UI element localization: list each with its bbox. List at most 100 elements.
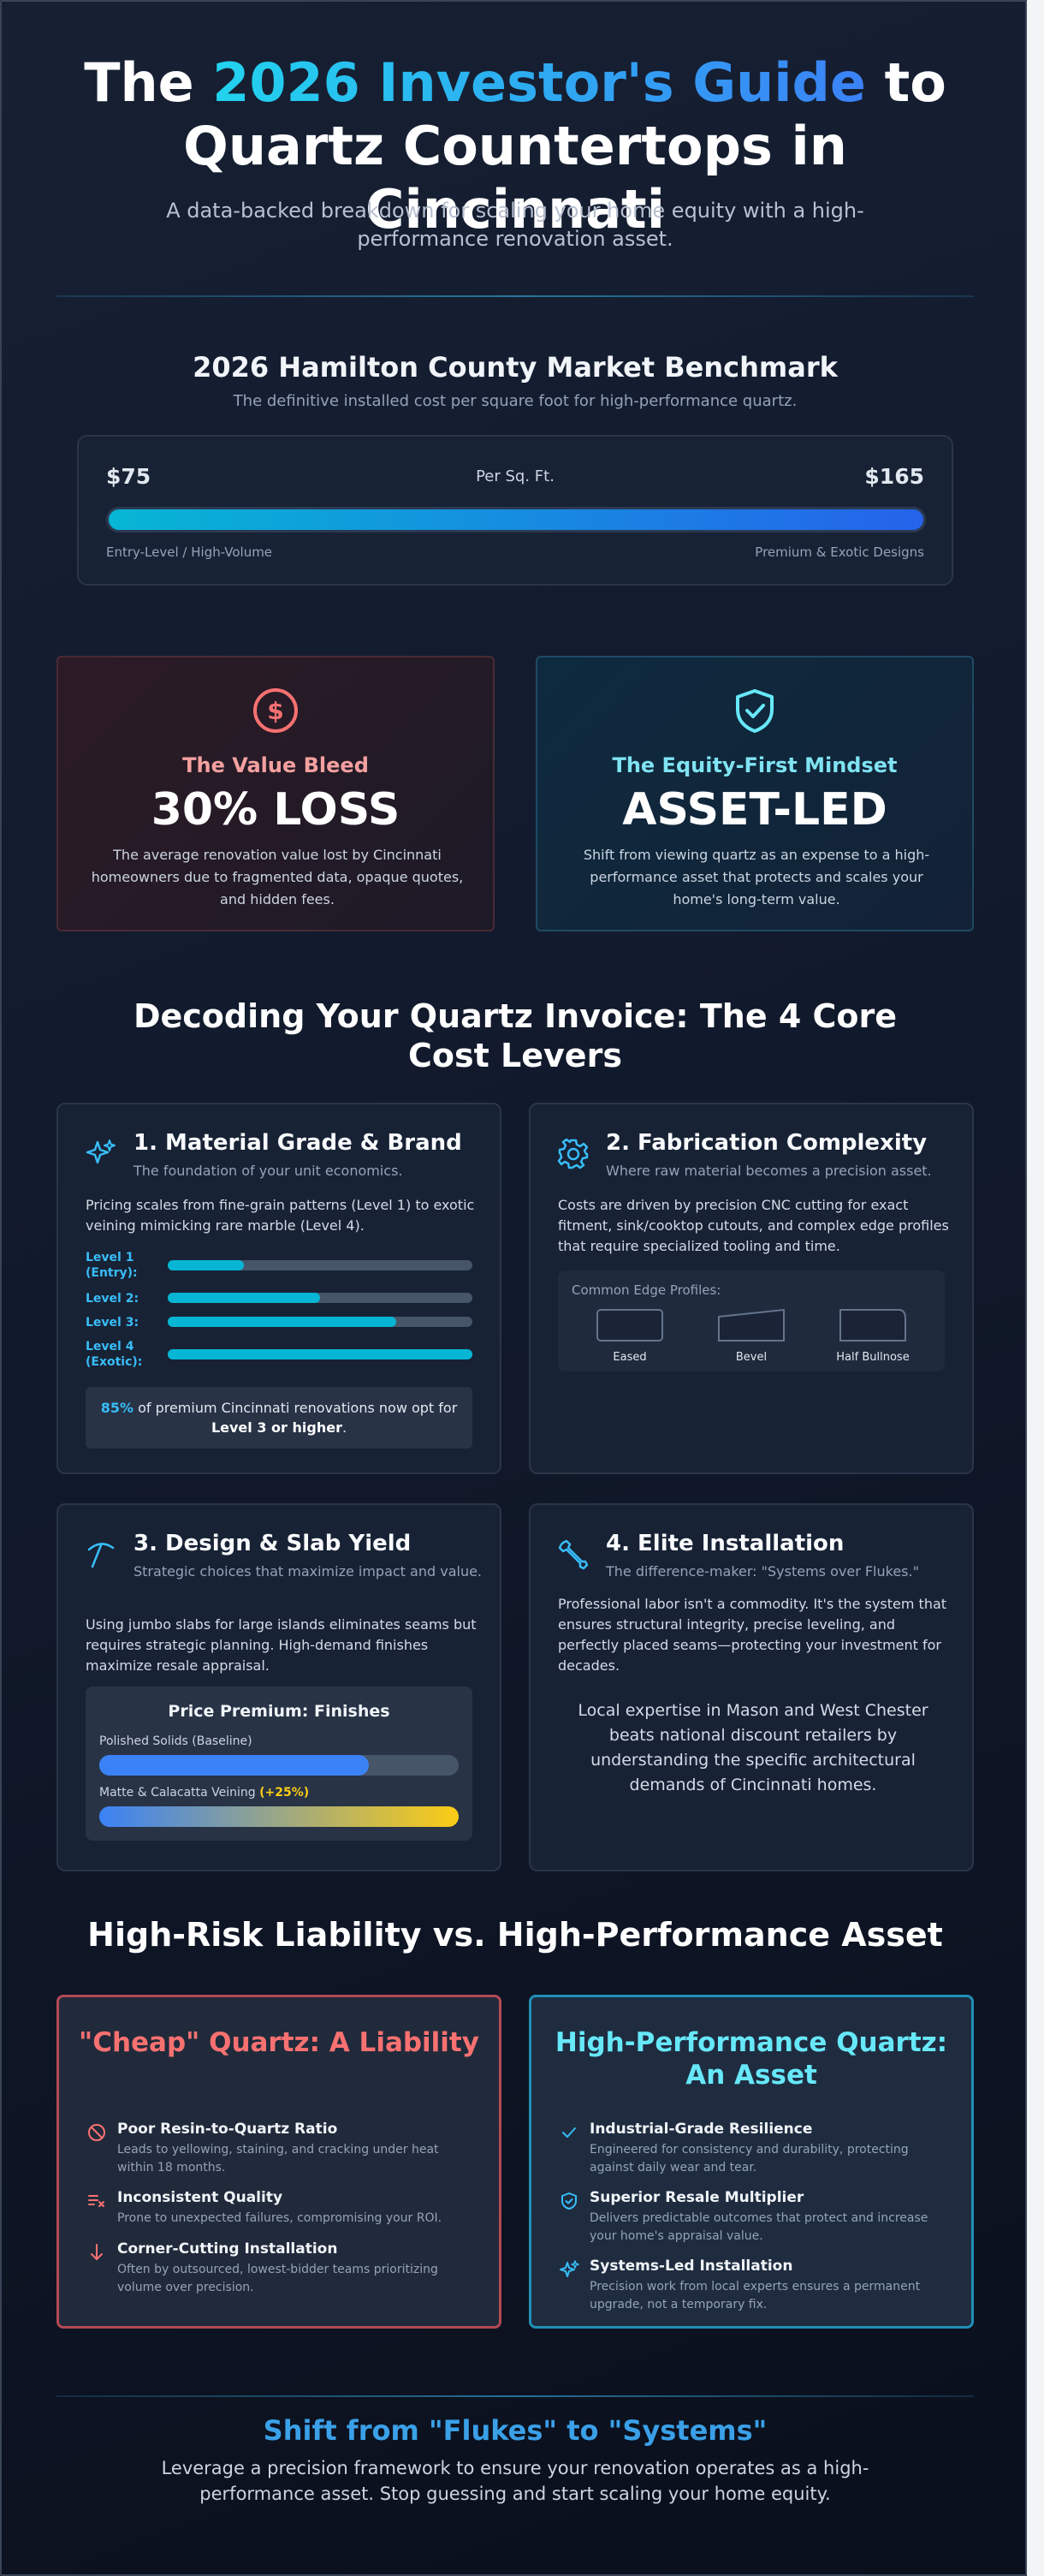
perf-item-1-title: Industrial-Grade Resilience xyxy=(590,2121,813,2138)
benchmark-high-label: Premium & Exotic Designs xyxy=(755,544,924,560)
finish-baseline-label: Polished Solids (Baseline) xyxy=(99,1734,252,1748)
pickaxe-icon xyxy=(87,1543,115,1568)
cheap-item-1-title: Poor Resin-to-Quartz Ratio xyxy=(117,2121,338,2138)
installation-quote: Local expertise in Mason and West Cheste… xyxy=(578,1701,928,1794)
finish-premium-text: Matte & Calacatta Veining xyxy=(99,1786,260,1800)
sparkles-icon xyxy=(86,1139,116,1164)
material-stat-text: of premium Cincinnati renovations now op… xyxy=(133,1400,458,1416)
level-4-label: Level 4 (Exotic): xyxy=(86,1340,143,1369)
level-4-fill xyxy=(168,1349,472,1359)
level-4-bar xyxy=(168,1349,472,1359)
lever-installation-subtitle: The difference-maker: "Systems over Fluk… xyxy=(606,1563,919,1580)
cheap-item-3-title: Corner-Cutting Installation xyxy=(117,2240,338,2258)
wrench-icon xyxy=(558,1539,589,1570)
perf-item-3-title: Systems-Led Installation xyxy=(590,2258,793,2275)
sparkles-icon xyxy=(560,2260,579,2277)
level-2-fill xyxy=(168,1293,320,1303)
lever-fabrication-body: Costs are driven by precision CNC cuttin… xyxy=(558,1197,949,1254)
hero-title-prefix: The xyxy=(84,51,213,114)
benchmark-title: 2026 Hamilton County Market Benchmark xyxy=(193,351,838,384)
eased-edge-shape xyxy=(596,1309,663,1342)
lever-card-fabrication: 2. Fabrication Complexity Where raw mate… xyxy=(529,1103,974,1474)
svg-text:$: $ xyxy=(267,697,283,725)
level-2-label: Level 2: xyxy=(86,1292,139,1306)
cheap-quartz-heading: "Cheap" Quartz: A Liability xyxy=(79,2027,479,2058)
level-3-fill xyxy=(168,1317,396,1327)
benchmark-unit: Per Sq. Ft. xyxy=(476,467,555,485)
level-1-fill xyxy=(168,1260,244,1270)
performance-quartz-heading: High-Performance Quartz: An Asset xyxy=(555,2027,948,2091)
finish-premium-box: Price Premium: Finishes Polished Solids … xyxy=(86,1687,472,1841)
divider xyxy=(56,2395,974,2397)
edge-profile-half-bullnose: Half Bullnose xyxy=(830,1308,916,1364)
level-1-label: Level 1 (Entry): xyxy=(86,1251,138,1280)
lever-card-installation: 4. Elite Installation The difference-mak… xyxy=(529,1503,974,1871)
level-2-bar xyxy=(168,1293,472,1303)
lever-installation-title: 4. Elite Installation xyxy=(606,1531,845,1556)
level-3-bar xyxy=(168,1317,472,1327)
benchmark-subtitle: The definitive installed cost per square… xyxy=(233,392,798,410)
benchmark-low-price: $75 xyxy=(106,464,151,489)
page-edge xyxy=(1027,0,1044,2576)
benchmark-high-price: $165 xyxy=(864,464,924,489)
edge-profiles-box: Common Edge Profiles: Eased Bevel Half B… xyxy=(558,1270,945,1371)
finish-premium-title: Price Premium: Finishes xyxy=(168,1702,390,1721)
equity-heading: The Equity-First Mindset xyxy=(612,753,898,777)
perf-item-2-title: Superior Resale Multiplier xyxy=(590,2189,804,2206)
value-bleed-card: $ The Value Bleed 30% LOSS The average r… xyxy=(56,656,495,931)
half-bullnose-edge-shape xyxy=(839,1309,906,1342)
cheap-item-3-desc: Often by outsourced, lowest-bidder teams… xyxy=(117,2263,438,2294)
shield-check-icon xyxy=(537,687,972,735)
cheap-item-2-desc: Prone to unexpected failures, compromisi… xyxy=(117,2211,442,2225)
finish-matte-bar xyxy=(99,1806,459,1827)
benchmark-low-label: Entry-Level / High-Volume xyxy=(106,544,273,560)
shield-check-icon xyxy=(561,2192,577,2210)
perf-item-2-desc: Delivers predictable outcomes that prote… xyxy=(590,2211,928,2243)
divider xyxy=(56,295,974,297)
perf-item-1-desc: Engineered for consistency and durabilit… xyxy=(590,2143,909,2174)
lever-material-subtitle: The foundation of your unit economics. xyxy=(133,1163,403,1179)
equity-figure: ASSET-LED xyxy=(622,784,887,836)
finish-baseline-bar xyxy=(99,1755,459,1776)
benchmark-range-fill xyxy=(109,509,923,530)
edge-profile-eased: Eased xyxy=(587,1308,673,1364)
hero-subtitle: A data-backed breakdown for scaling your… xyxy=(166,199,864,251)
bevel-edge-shape xyxy=(718,1308,785,1342)
lever-design-body: Using jumbo slabs for large islands elim… xyxy=(86,1616,477,1674)
footer-subtitle: Leverage a precision framework to ensure… xyxy=(161,2458,869,2504)
lever-design-title: 3. Design & Slab Yield xyxy=(133,1531,412,1556)
finish-premium-percent: (+25%) xyxy=(259,1786,310,1800)
hero-title: The 2026 Investor's Guide to Quartz Coun… xyxy=(36,51,994,241)
decoding-title: Decoding Your Quartz Invoice: The 4 Core… xyxy=(133,997,898,1074)
benchmark-range-bar xyxy=(106,507,926,532)
edge-profiles-title: Common Edge Profiles: xyxy=(572,1282,721,1298)
arrow-down-icon xyxy=(91,2244,103,2260)
level-1-bar xyxy=(168,1260,472,1270)
finish-matte-fill xyxy=(99,1806,459,1827)
equity-text: Shift from viewing quartz as an expense … xyxy=(583,847,930,907)
lever-fabrication-title: 2. Fabrication Complexity xyxy=(606,1130,928,1156)
material-stat-box: 85% of premium Cincinnati renovations no… xyxy=(86,1387,472,1449)
check-icon xyxy=(562,2127,576,2138)
edge-eased-label: Eased xyxy=(613,1351,647,1364)
hero-title-highlight: 2026 Investor's Guide xyxy=(212,51,866,114)
list-x-icon xyxy=(88,2195,104,2207)
edge-half-bullnose-label: Half Bullnose xyxy=(836,1351,910,1364)
dollar-coin-icon: $ xyxy=(58,687,493,735)
value-bleed-heading: The Value Bleed xyxy=(182,753,369,777)
footer-title: Shift from "Flukes" to "Systems" xyxy=(263,2414,768,2447)
benchmark-card: $75 Per Sq. Ft. $165 Entry-Level / High-… xyxy=(77,435,953,586)
finish-baseline-text: Polished Solids (Baseline) xyxy=(99,1734,252,1748)
cheap-item-2-title: Inconsistent Quality xyxy=(117,2189,283,2206)
edge-bevel-label: Bevel xyxy=(735,1351,768,1364)
material-stat-bold: Level 3 or higher xyxy=(211,1419,342,1436)
lever-fabrication-subtitle: Where raw material becomes a precision a… xyxy=(606,1163,932,1179)
level-3-label: Level 3: xyxy=(86,1316,139,1330)
lever-material-body: Pricing scales from fine-grain patterns … xyxy=(86,1197,475,1234)
value-bleed-figure: 30% LOSS xyxy=(151,784,400,836)
lever-card-material: 1. Material Grade & Brand The foundation… xyxy=(56,1103,501,1474)
performance-quartz-card: High-Performance Quartz: An Asset Indust… xyxy=(529,1995,974,2329)
equity-mindset-card: The Equity-First Mindset ASSET-LED Shift… xyxy=(536,656,974,931)
gear-icon xyxy=(557,1138,589,1169)
